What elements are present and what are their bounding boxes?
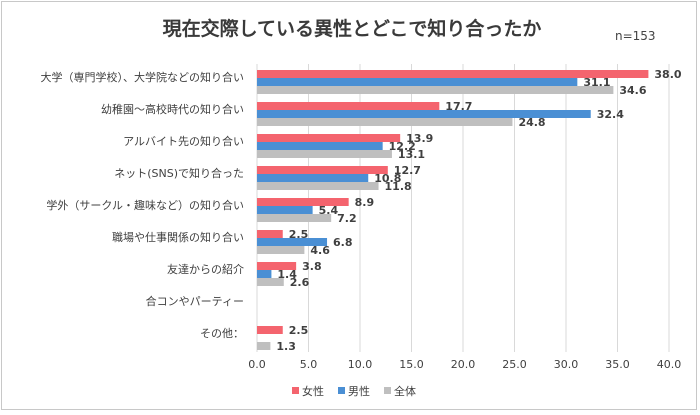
legend-label: 女性 — [302, 384, 324, 398]
category-label: その他： — [200, 327, 244, 340]
category-label: ネット(SNS)で知り合った — [114, 166, 244, 180]
bar — [257, 110, 591, 118]
x-tick-label: 35.0 — [605, 358, 630, 371]
value-label: 5.4 — [319, 204, 339, 217]
x-tick-label: 30.0 — [554, 358, 579, 371]
bar — [257, 174, 369, 182]
category-label: 幼稚園～高校時代の知り合い — [101, 102, 244, 116]
value-label: 2.6 — [290, 276, 310, 289]
value-label: 1.3 — [276, 340, 296, 353]
bar — [257, 150, 392, 158]
value-label: 3.8 — [302, 260, 322, 273]
category-label: 合コンやパーティー — [146, 294, 244, 308]
x-tick-label: 10.0 — [348, 358, 373, 371]
bar — [257, 198, 349, 206]
value-label: 12.2 — [389, 140, 416, 153]
value-label: 7.2 — [337, 212, 357, 225]
bar — [257, 342, 271, 350]
x-tick-label: 0.0 — [248, 358, 266, 371]
bar — [257, 70, 649, 78]
bars — [257, 70, 649, 350]
bar — [257, 326, 283, 334]
bar — [257, 270, 272, 278]
value-label: 1.4 — [277, 268, 297, 281]
x-tick-label: 5.0 — [300, 358, 318, 371]
bar — [257, 246, 305, 254]
category-label: 友達からの紹介 — [167, 262, 244, 276]
x-tick-labels: 0.0 5.0 10.0 15.0 20.0 25.0 30.0 35.0 40.0 — [248, 358, 681, 371]
category-label: 大学（専門学校）、大学院などの知り合い — [41, 70, 245, 84]
bar — [257, 142, 383, 150]
chart-title: 現在交際している異性とどこで知り合ったか — [163, 17, 542, 40]
value-label: 11.8 — [385, 180, 412, 193]
value-label: 31.1 — [583, 76, 610, 89]
value-label: 2.5 — [289, 324, 309, 337]
value-label: 12.7 — [394, 164, 421, 177]
value-label: 13.9 — [406, 132, 433, 145]
x-tick-label: 40.0 — [657, 358, 682, 371]
category-label: アルバイト先の知り合い — [123, 134, 244, 148]
sample-size-note: n=153 — [615, 29, 656, 43]
value-label: 32.4 — [597, 108, 624, 121]
x-tick-label: 25.0 — [502, 358, 527, 371]
x-tick-label: 15.0 — [399, 358, 424, 371]
legend-swatch — [338, 387, 345, 394]
bar — [257, 278, 284, 286]
bar — [257, 134, 401, 142]
value-label: 13.1 — [398, 148, 425, 161]
bar — [257, 214, 332, 222]
bar — [257, 262, 297, 270]
legend-label: 全体 — [394, 384, 416, 398]
bar — [257, 182, 379, 190]
value-label: 6.8 — [333, 236, 353, 249]
value-label: 10.8 — [374, 172, 401, 185]
legend-label: 男性 — [348, 384, 370, 398]
chart-frame: 現在交際している異性とどこで知り合ったか n=153 大学（専門学校）、大学院な… — [1, 1, 697, 410]
value-label: 34.6 — [619, 84, 646, 97]
bar — [257, 78, 578, 86]
bar — [257, 238, 328, 246]
value-labels: 38.0 31.1 34.6 17.7 32.4 24.8 13.912.213.1 12.7… — [276, 68, 681, 353]
legend: 女性 男性 全体 — [292, 384, 416, 398]
bar — [257, 206, 313, 214]
legend-swatch — [292, 387, 299, 394]
value-label: 2.5 — [289, 228, 309, 241]
category-label: 職場や仕事関係の知り合い — [112, 230, 244, 244]
bar — [257, 102, 440, 110]
bar — [257, 230, 283, 238]
value-label: 4.6 — [310, 244, 330, 257]
x-tick-label: 20.0 — [451, 358, 476, 371]
legend-swatch — [384, 387, 391, 394]
bar — [257, 166, 388, 174]
category-label: 学外（サークル・趣味など）の知り合い — [46, 198, 244, 212]
value-label: 24.8 — [518, 116, 545, 129]
value-label: 38.0 — [654, 68, 681, 81]
bar — [257, 118, 513, 126]
category-labels: 大学（専門学校）、大学院などの知り合い幼稚園～高校時代の知り合いアルバイト先の知… — [41, 70, 245, 340]
value-label: 17.7 — [445, 100, 472, 113]
value-label: 8.9 — [355, 196, 375, 209]
bar — [257, 86, 614, 94]
